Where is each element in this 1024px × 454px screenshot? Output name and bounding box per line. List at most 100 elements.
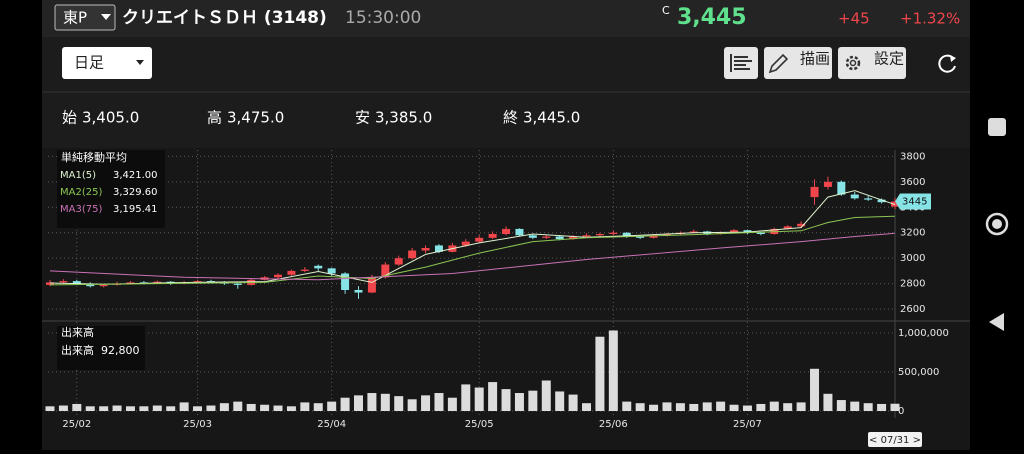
volume-bar [394, 396, 404, 411]
draw-button[interactable]: 描画 [764, 47, 832, 79]
volume-bar [380, 393, 390, 411]
stock-name: クリエイトＳＤＨ (3148) [122, 8, 327, 28]
candle-body [649, 235, 658, 238]
price-tag-label: 3445 [902, 197, 927, 208]
candle-body [864, 198, 873, 200]
candle-body [582, 235, 591, 237]
candle-body [850, 194, 859, 199]
candle-body [823, 181, 832, 187]
volume-bar [273, 405, 283, 411]
ohlc-value: 3,475.0 [227, 109, 284, 127]
volume-bar [742, 405, 752, 411]
volume-bar [514, 393, 524, 411]
change: +45 [838, 10, 870, 28]
volume-bar [635, 403, 645, 411]
volume-bar [260, 404, 270, 411]
candle-body [515, 228, 524, 236]
cursor-label: < 07/31 > [869, 435, 921, 446]
volume-bar [233, 401, 243, 411]
period: 日足 [74, 54, 104, 72]
volume-bar [756, 403, 766, 411]
candle-body [622, 232, 631, 237]
volume-bar [367, 393, 377, 411]
volume-legend-value: 92,800 [101, 344, 140, 357]
candle-body [274, 274, 283, 278]
refresh-arrow [950, 55, 956, 62]
candle-body [730, 230, 739, 233]
candle-body [354, 290, 363, 293]
indicator-button[interactable] [724, 47, 758, 79]
legend-name: MA2(25) [60, 187, 102, 198]
candle-body [126, 282, 135, 284]
candle-body [153, 281, 162, 283]
candle-body [300, 269, 309, 271]
candle-body [193, 281, 202, 283]
volume-bar [166, 406, 176, 411]
volume-bar [152, 405, 162, 411]
candle-body [810, 186, 819, 198]
volume-bar [528, 390, 538, 411]
candle-body [72, 281, 81, 284]
volume-bar [421, 395, 431, 411]
ohlc-value: 3,385.0 [375, 109, 432, 127]
volume-bar [823, 393, 833, 411]
candle-body [569, 236, 578, 240]
volume-bar [45, 406, 55, 411]
candle-body [434, 245, 443, 252]
volume-bar [286, 406, 296, 411]
legend-name: MA3(75) [60, 204, 102, 215]
volume-legend-box [57, 326, 145, 370]
nav-home[interactable] [985, 212, 1009, 236]
volume-bar [555, 391, 565, 411]
legend-title: 単純移動平均 [61, 150, 127, 164]
draw-label: 描画 [800, 50, 830, 68]
candle-body [408, 250, 417, 259]
candle-body [461, 241, 470, 246]
volume-bar [729, 404, 739, 411]
y-tick-label: 3200 [900, 228, 925, 239]
candle-body [609, 232, 618, 234]
volume-bar [836, 400, 846, 411]
volume-bar [179, 402, 189, 411]
ohlc-label: 安 [355, 109, 370, 127]
period-select[interactable] [62, 47, 152, 79]
nav-back[interactable] [989, 313, 1004, 331]
volume-bar [689, 403, 699, 411]
volume-bar [447, 397, 457, 411]
candle-body [488, 234, 497, 238]
candle-body [877, 199, 886, 203]
volume-bar [716, 401, 726, 411]
legend-value: 3,421.00 [113, 170, 158, 181]
dropdown-arrow [136, 60, 144, 65]
candle-body [394, 258, 403, 265]
legend-value: 3,195.41 [113, 204, 158, 215]
volume-bar [125, 406, 135, 411]
candle-body [287, 270, 296, 275]
ohlc-value: 3,445.0 [523, 109, 580, 127]
nav-home-dot [992, 219, 1002, 229]
candle-body [314, 265, 323, 269]
volume-bar [501, 389, 511, 411]
x-tick-label: 25/04 [317, 419, 346, 430]
market-select[interactable] [54, 4, 116, 31]
volume-bar [313, 403, 323, 411]
settings-button[interactable]: 設定 [838, 47, 906, 79]
volume-bar [649, 404, 659, 411]
volume-bar [608, 330, 618, 411]
candle-body [636, 236, 645, 238]
candle-body [59, 281, 68, 283]
ohlc-label: 高 [207, 109, 222, 127]
y2-tick-label: 1,000,000 [898, 328, 949, 339]
refresh-icon[interactable] [938, 54, 956, 73]
volume-bar [327, 401, 337, 411]
market: 東P [63, 9, 87, 27]
candle-body [783, 226, 792, 229]
volume-bar [769, 401, 779, 411]
nav-recent[interactable] [988, 118, 1006, 136]
time: 15:30:00 [345, 8, 421, 28]
candle-body [837, 181, 846, 195]
volume-bar [541, 380, 551, 411]
volume-bar [850, 401, 860, 411]
volume-bar [85, 406, 95, 411]
change-pct: +1.32% [900, 10, 960, 28]
